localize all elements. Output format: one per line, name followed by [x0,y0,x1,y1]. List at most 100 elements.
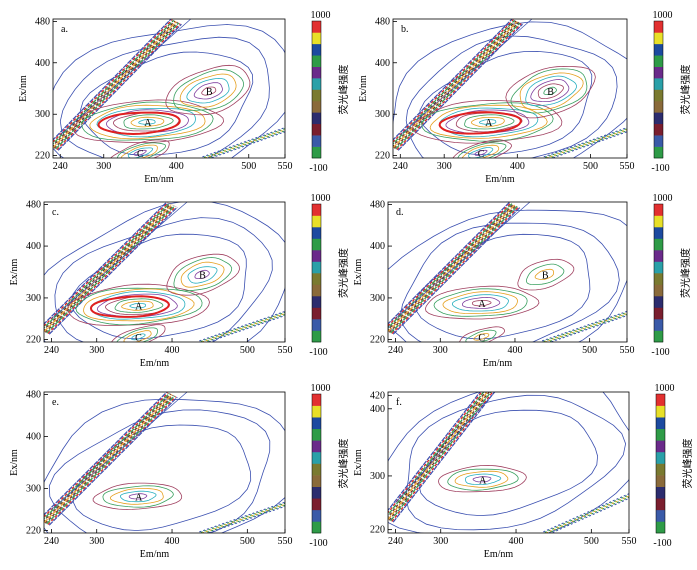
colorbar-title: 荧光峰强度 [337,65,350,115]
y-tick-label: 220 [370,334,385,345]
panel-label: e. [52,397,59,408]
rayleigh-scatter-line [388,392,485,516]
y-tick-label: 400 [370,241,385,252]
y-axis-label: Ex/nm [9,258,20,285]
background-contour [419,50,593,156]
peak-label-C: C [135,333,142,344]
colorbar-segment [312,204,321,216]
peak-contour [457,142,507,158]
peak-contour [445,109,530,135]
colorbar-max-label: 1000 [311,193,331,204]
colorbar-segment [312,261,321,274]
colorbar-segment [654,66,663,79]
panel-label: d. [396,207,404,218]
peak-label-C: C [478,149,485,160]
peak-contour [472,476,492,483]
colorbar-segment [312,21,321,33]
peak-contour [412,99,563,144]
rayleigh-scatter-line [388,203,515,331]
colorbar-segment [656,498,665,511]
x-axis-label: Em/nm [140,358,170,369]
contour-area: A [44,392,285,533]
y-tick-label: 300 [35,109,50,120]
colorbar-segment [312,215,321,228]
y-tick-label: 220 [375,150,390,161]
peak-contour [83,288,195,322]
peak-contour [473,333,490,341]
rayleigh-scatter-line [391,392,494,522]
y-tick-label: 400 [375,58,390,69]
second-order-scatter-line [551,131,627,158]
colorbar-title: 荧光峰强度 [337,248,350,298]
colorbar-segment [656,417,665,430]
rayleigh-scatter-line [53,20,176,147]
rayleigh-scatter-line [56,23,181,151]
eem-panel-6: Af. 240 300 400 500 550 220 300 400 420 Em/nm Ex/nm… [353,383,694,560]
colorbar-segment [312,296,321,308]
peak-contour [105,109,189,135]
peak-contour [201,86,217,96]
second-order-scatter-line [202,127,285,158]
peak-core-contour [89,295,171,318]
rayleigh-scatter-line [393,20,517,147]
panel-label: c. [52,207,59,218]
peak-contour [173,69,245,111]
colorbar-segment [312,405,321,418]
panel-label: f. [396,397,402,408]
x-tick-label: 500 [583,161,598,172]
colorbar-frame [655,393,666,534]
second-order-scatter-line [200,311,285,342]
second-order-scatter-line [205,129,285,158]
y-tick-label: 300 [370,293,385,304]
rayleigh-scatter-line [390,205,518,334]
colorbar-min-label: -100 [309,163,327,174]
band-edge-contour [395,392,496,504]
second-order-scatter-line [201,503,285,533]
peak-contour [474,149,488,157]
colorbar-frame [311,203,322,343]
rayleigh-scatter-line [390,392,492,522]
peak-contour [123,330,152,342]
second-order-scatter-line [547,496,629,533]
band-edge-contour [60,19,191,136]
peak-contour [472,300,492,307]
x-tick-label: 240 [388,536,403,547]
eem-panel-1: A B Ca. 240 300 400 500 550 220 300 400 480 Em/nm Ex/… [18,10,350,185]
x-tick-label: 240 [388,345,403,356]
peak-contour [127,147,154,158]
peak-contour [438,464,527,493]
colorbar-segment [312,135,321,147]
second-order-scatter-line [546,129,627,158]
peak-contour [119,490,157,503]
peak-contour [470,117,505,128]
peak-contour [173,257,233,292]
colorbar-segment [656,405,665,418]
peak-contour [510,68,588,114]
colorbar-segment [312,227,321,239]
colorbar-segment [654,100,663,113]
x-tick-label: 550 [278,536,293,547]
peak-contour [519,72,584,110]
rayleigh-scatter-line [53,21,177,149]
colorbar-title: 荧光峰强度 [337,439,350,489]
contour-area: A B C [44,202,285,344]
colorbar-segment [654,55,663,67]
peak-contour [187,266,218,284]
colorbar-segment [654,273,663,285]
x-tick-label: 300 [89,345,104,356]
peak-label-B: B [206,87,213,98]
y-tick-label: 480 [370,200,385,211]
rayleigh-scatter-line [388,392,487,519]
second-order-scatter-line [543,311,627,342]
rayleigh-scatter-line [55,22,180,150]
y-tick-label: 220 [370,525,385,536]
contour-area: A B C [393,19,627,160]
colorbar-segment [312,307,321,320]
rayleigh-scatter-line [44,392,168,516]
rayleigh-scatter-line [44,394,173,523]
colorbar-segment [654,146,663,159]
colorbar-segment [656,451,665,464]
plot-frame [43,201,286,343]
rayleigh-scatter-line [47,206,177,335]
x-tick-label: 500 [240,536,255,547]
